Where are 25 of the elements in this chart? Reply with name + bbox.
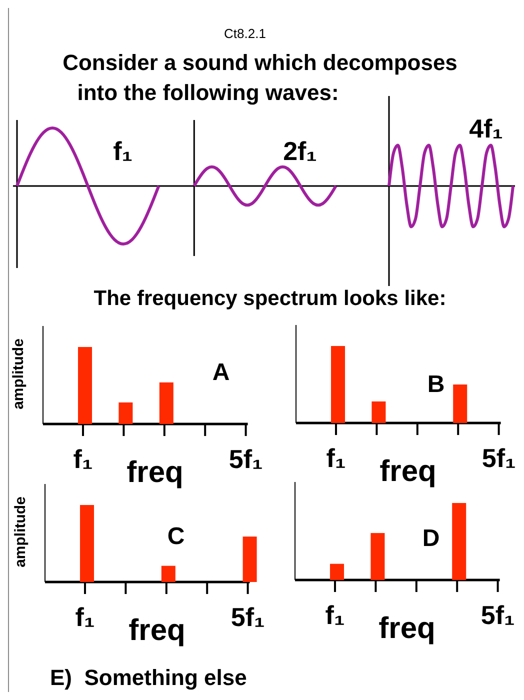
y-axis-title: amplitude (12, 496, 29, 568)
annotation: A (212, 359, 230, 386)
x-tick-label: 5f₁ (480, 600, 515, 630)
chart-title: Consider a sound which decomposes into the following waves: (62, 50, 458, 105)
series-label: 2f₁ (283, 136, 317, 166)
x-tick-label: 5f₁ (230, 602, 265, 632)
series-label: f₁ (113, 136, 133, 166)
x-tick-label: 5f₁ (228, 444, 263, 474)
text: E) Something else (50, 665, 247, 690)
y-axis-title: amplitude (10, 338, 27, 410)
x-tick-label: 5f₁ (482, 443, 516, 473)
x-axis-title: freq (380, 455, 436, 488)
x-tick-label: f₁ (75, 602, 95, 632)
chart-title: The frequency spectrum looks like: (94, 287, 446, 310)
x-axis-title: freq (126, 456, 184, 489)
text: Ct8.2.1 (224, 26, 266, 41)
annotation: B (427, 371, 445, 398)
x-tick-label: f₁ (326, 443, 346, 473)
annotation: D (422, 525, 440, 552)
x-axis-title: freq (378, 612, 436, 645)
annotation: C (167, 523, 185, 550)
x-tick-label: f₁ (325, 600, 345, 630)
x-axis-title: freq (128, 614, 186, 647)
series-label: 4f₁ (469, 113, 503, 144)
x-tick-label: f₁ (73, 444, 93, 474)
